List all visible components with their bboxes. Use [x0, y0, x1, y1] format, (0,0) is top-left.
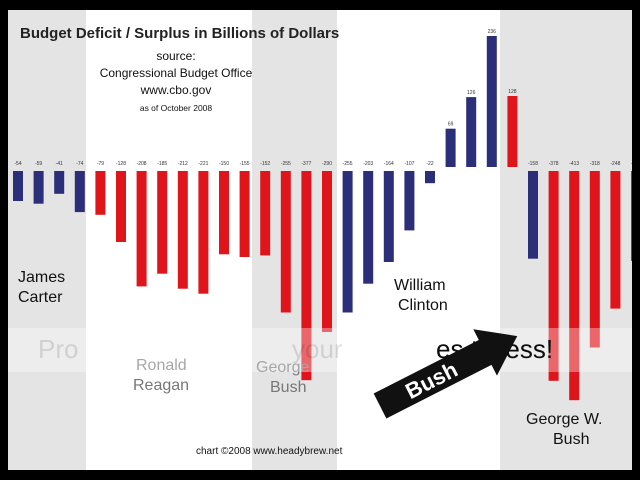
era-reagan-first: Ronald [136, 357, 187, 374]
bar-27 [569, 171, 580, 401]
bar-18 [383, 171, 394, 262]
bar-19 [404, 171, 415, 231]
bar-22 [466, 97, 477, 167]
value-label-18: -164 [384, 161, 394, 167]
value-label-28: -318 [590, 161, 600, 167]
value-label-25: -158 [528, 161, 538, 167]
value-label-13: -255 [281, 161, 291, 167]
era-bush-sr-first: George [256, 359, 309, 376]
era-band-bush-jr [500, 10, 632, 470]
era-carter-last: Carter [18, 289, 63, 306]
bar-1 [33, 171, 44, 204]
value-label-15: -290 [322, 161, 332, 167]
bar-15 [322, 171, 332, 332]
bar-7 [157, 171, 168, 274]
bar-17 [363, 171, 374, 284]
bar-11 [239, 171, 250, 257]
value-label-8: -212 [178, 161, 188, 167]
value-label-21: 69 [448, 122, 454, 128]
era-bush-jr-last: Bush [553, 431, 589, 448]
value-label-24: 128 [508, 89, 517, 95]
bar-25 [528, 171, 538, 259]
watermark-band [8, 328, 632, 372]
source-label: source: [156, 49, 195, 63]
source-url: www.cbo.gov [140, 83, 212, 97]
value-label-6: -208 [137, 161, 147, 167]
era-reagan-last: Reagan [133, 377, 189, 394]
era-band-carter [8, 10, 86, 470]
bar-5 [116, 171, 126, 242]
source-date: as of October 2008 [140, 103, 213, 113]
chart-canvas: Budget Deficit / Surplus in Billions of … [8, 10, 632, 470]
era-clinton-first: William [394, 277, 446, 294]
era-clinton-last: Clinton [398, 297, 448, 314]
deficit-bar-chart: Budget Deficit / Surplus in Billions of … [8, 10, 632, 470]
bar-13 [280, 171, 291, 313]
value-label-22: 126 [467, 90, 476, 96]
value-label-29: -248 [610, 161, 620, 167]
era-carter-first: James [18, 269, 65, 286]
bar-12 [260, 171, 271, 256]
value-label-5: -128 [116, 161, 126, 167]
value-label-4: -79 [97, 161, 104, 167]
bar-0 [13, 171, 23, 201]
bar-20 [425, 171, 435, 184]
bar-16 [342, 171, 353, 313]
value-label-2: -41 [56, 161, 63, 167]
bar-6 [136, 171, 147, 287]
value-label-23: 236 [488, 29, 497, 35]
value-label-27: -413 [569, 161, 579, 167]
value-label-12: -152 [260, 161, 270, 167]
value-label-0: -54 [14, 161, 21, 167]
value-label-16: -255 [343, 161, 353, 167]
value-label-10: -150 [219, 161, 229, 167]
value-label-30: -162 [631, 161, 632, 167]
bar-3 [74, 171, 85, 213]
source-org: Congressional Budget Office [100, 66, 253, 80]
bar-10 [219, 171, 229, 255]
bar-series [13, 36, 632, 401]
bush-arrow-shape [373, 329, 518, 419]
value-labels: -54 -59 -41 -74 -79 -128 -208 -185 -212 -221 -150 -… [14, 29, 632, 167]
value-label-14: -377 [301, 161, 311, 167]
bar-28 [589, 171, 600, 348]
bar-26 [548, 171, 559, 381]
watermark-mid: your [292, 334, 343, 364]
era-bush-jr-first: George W. [526, 411, 602, 428]
value-label-20: -22 [426, 161, 433, 167]
bar-21 [445, 128, 456, 167]
chart-title: Budget Deficit / Surplus in Billions of … [20, 25, 339, 42]
value-label-17: -203 [363, 161, 373, 167]
watermark-left: Pro [38, 334, 78, 364]
bar-14 [301, 171, 312, 381]
chart-credit: chart ©2008 www.headybrew.net [196, 446, 343, 457]
bar-29 [610, 171, 621, 309]
value-label-3: -74 [76, 161, 83, 167]
value-label-1: -59 [35, 161, 42, 167]
value-label-26: -378 [549, 161, 559, 167]
value-label-7: -185 [157, 161, 167, 167]
bar-8 [177, 171, 188, 289]
value-label-9: -221 [198, 161, 208, 167]
bar-9 [198, 171, 209, 294]
value-label-11: -155 [240, 161, 250, 167]
value-label-19: -107 [404, 161, 414, 167]
bar-23 [486, 36, 497, 167]
bar-24 [507, 96, 518, 167]
bar-4 [95, 171, 106, 215]
bar-2 [54, 171, 65, 194]
era-bush-sr-last: Bush [270, 379, 306, 396]
bar-30 [631, 171, 632, 261]
